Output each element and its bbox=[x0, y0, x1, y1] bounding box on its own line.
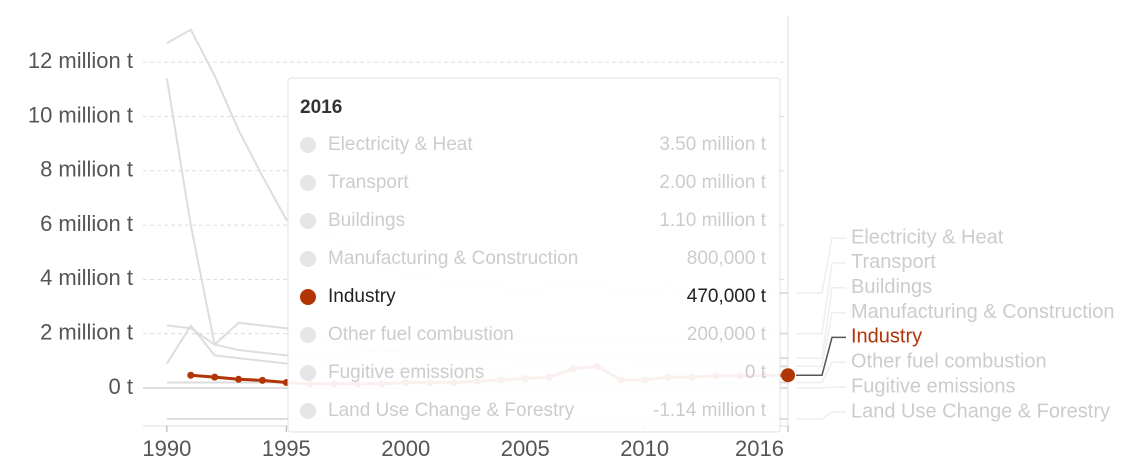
tooltip-dot bbox=[300, 251, 316, 267]
series-label: Transport bbox=[851, 251, 936, 273]
y-tick-label: 6 million t bbox=[40, 211, 133, 236]
label-connector bbox=[796, 311, 846, 368]
label-connector bbox=[796, 237, 846, 294]
series-point bbox=[781, 368, 795, 383]
series-label: Fugitive emissions bbox=[851, 375, 1016, 397]
x-tick-label: 2000 bbox=[381, 436, 430, 461]
tooltip-value: 800,000 t bbox=[687, 248, 767, 269]
x-tick-label: 1990 bbox=[142, 436, 191, 461]
tooltip-name: Buildings bbox=[328, 210, 405, 231]
tooltip-title: 2016 bbox=[300, 97, 342, 118]
tooltip-name: Manufacturing & Construction bbox=[328, 248, 578, 269]
label-connector bbox=[796, 262, 846, 335]
series-point bbox=[211, 373, 219, 381]
tooltip-name: Transport bbox=[328, 172, 409, 193]
tooltip-dot bbox=[300, 175, 316, 191]
label-connector bbox=[796, 411, 846, 420]
tooltip-dot bbox=[300, 289, 316, 305]
tooltip-value: 0 t bbox=[745, 362, 767, 383]
tooltip-dot bbox=[300, 327, 316, 343]
tooltip-box bbox=[287, 77, 781, 433]
tooltip-name: Fugitive emissions bbox=[328, 362, 484, 383]
tooltip: 2016 Electricity & Heat 3.50 million t Tran… bbox=[287, 77, 781, 433]
series-label: Industry bbox=[851, 326, 922, 348]
tooltip-value: 470,000 t bbox=[687, 286, 767, 307]
series-point bbox=[258, 376, 266, 384]
series-point bbox=[235, 375, 243, 383]
label-connector bbox=[796, 286, 846, 359]
x-tick-label: 1995 bbox=[262, 436, 311, 461]
label-connector bbox=[796, 386, 846, 389]
series-label: Other fuel combustion bbox=[851, 351, 1047, 373]
tooltip-value: 1.10 million t bbox=[659, 210, 766, 231]
y-tick-label: 2 million t bbox=[40, 319, 133, 344]
tooltip-name: Land Use Change & Forestry bbox=[328, 400, 575, 421]
tooltip-value: -1.14 million t bbox=[653, 400, 767, 421]
series-label: Buildings bbox=[851, 276, 932, 298]
tooltip-value: 3.50 million t bbox=[659, 134, 766, 155]
tooltip-value: 200,000 t bbox=[687, 324, 767, 345]
tooltip-name: Industry bbox=[328, 286, 396, 307]
series-label: Manufacturing & Construction bbox=[851, 301, 1114, 323]
series-label: Electricity & Heat bbox=[851, 226, 1004, 248]
tooltip-name: Electricity & Heat bbox=[328, 134, 473, 155]
series-label: Land Use Change & Forestry bbox=[851, 400, 1110, 422]
x-tick-label: 2016 bbox=[735, 436, 784, 461]
y-tick-label: 0 t bbox=[109, 374, 133, 399]
x-tick-label: 2005 bbox=[501, 436, 550, 461]
label-connector bbox=[796, 361, 846, 384]
series-point bbox=[187, 371, 195, 379]
x-tick-label: 2010 bbox=[620, 436, 669, 461]
tooltip-name: Other fuel combustion bbox=[328, 324, 514, 345]
tooltip-dot bbox=[300, 403, 316, 419]
tooltip-dot bbox=[300, 365, 316, 381]
tooltip-dot bbox=[300, 137, 316, 153]
label-connector bbox=[796, 336, 846, 376]
y-tick-label: 8 million t bbox=[40, 157, 133, 182]
tooltip-value: 2.00 million t bbox=[659, 172, 766, 193]
y-tick-label: 10 million t bbox=[28, 102, 133, 127]
y-tick-label: 4 million t bbox=[40, 265, 133, 290]
y-tick-label: 12 million t bbox=[28, 48, 133, 73]
tooltip-dot bbox=[300, 213, 316, 229]
